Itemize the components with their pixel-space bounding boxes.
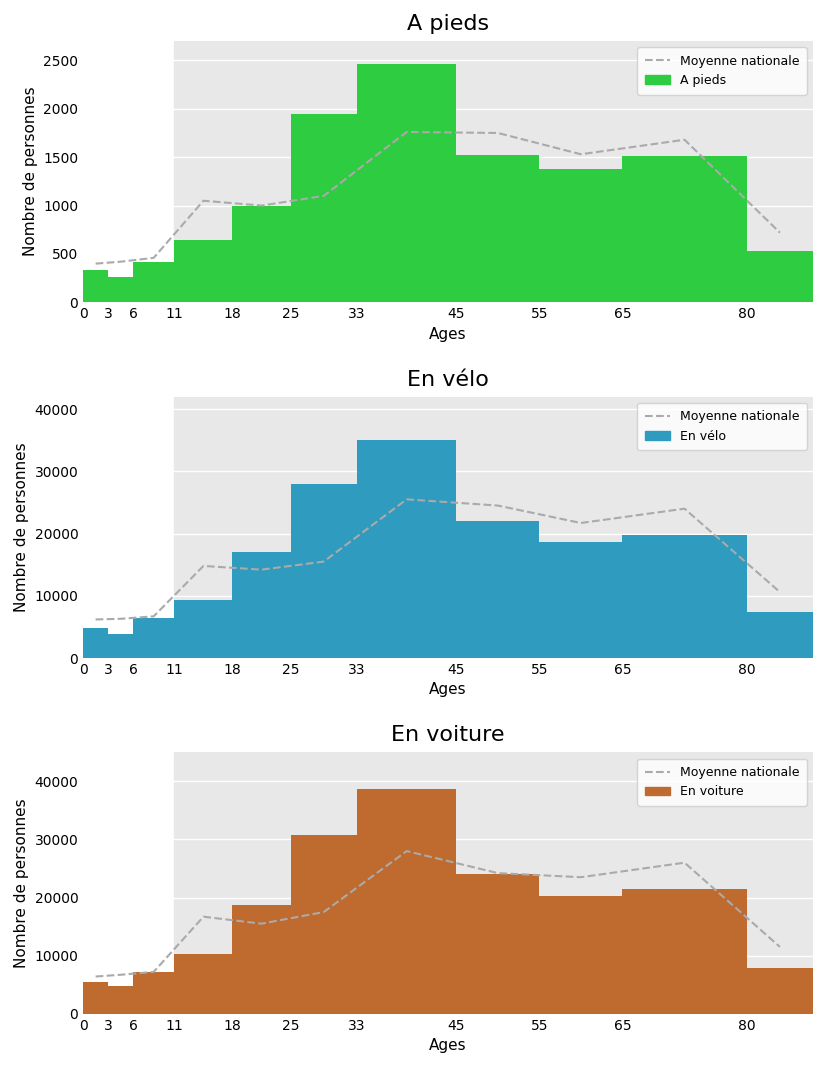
Y-axis label: Nombre de personnes: Nombre de personnes	[22, 86, 38, 256]
Bar	[747, 968, 813, 1014]
Bar	[174, 397, 813, 658]
Y-axis label: Nombre de personnes: Nombre de personnes	[14, 798, 29, 968]
Title: A pieds: A pieds	[407, 14, 490, 34]
Bar	[539, 542, 623, 658]
Bar	[539, 169, 623, 302]
Bar	[232, 553, 290, 658]
Bar	[357, 64, 457, 302]
Bar	[539, 896, 623, 1014]
Legend: Moyenne nationale, A pieds: Moyenne nationale, A pieds	[638, 47, 807, 95]
Bar	[357, 441, 457, 658]
Bar	[623, 889, 747, 1014]
Bar	[108, 276, 133, 302]
Title: En vélo: En vélo	[407, 369, 489, 389]
Bar	[357, 789, 457, 1014]
Bar	[290, 835, 357, 1014]
Bar	[290, 113, 357, 302]
X-axis label: Ages: Ages	[429, 683, 467, 698]
Title: En voiture: En voiture	[391, 726, 505, 745]
Bar	[290, 483, 357, 658]
Y-axis label: Nombre de personnes: Nombre de personnes	[14, 443, 29, 612]
Legend: Moyenne nationale, En vélo: Moyenne nationale, En vélo	[638, 403, 807, 450]
Bar	[133, 618, 174, 658]
Bar	[457, 155, 539, 302]
Legend: Moyenne nationale, En voiture: Moyenne nationale, En voiture	[638, 759, 807, 806]
Bar	[232, 905, 290, 1014]
Bar	[623, 536, 747, 658]
Bar	[84, 270, 108, 302]
Bar	[108, 634, 133, 658]
Bar	[747, 251, 813, 302]
Bar	[457, 521, 539, 658]
X-axis label: Ages: Ages	[429, 327, 467, 341]
Bar	[747, 612, 813, 658]
Bar	[133, 972, 174, 1014]
Bar	[133, 262, 174, 302]
X-axis label: Ages: Ages	[429, 1038, 467, 1053]
Bar	[174, 41, 813, 302]
Bar	[84, 628, 108, 658]
Bar	[174, 955, 232, 1014]
Bar	[108, 986, 133, 1014]
Bar	[457, 874, 539, 1014]
Bar	[174, 240, 232, 302]
Bar	[84, 983, 108, 1014]
Bar	[174, 752, 813, 1014]
Bar	[232, 206, 290, 302]
Bar	[174, 600, 232, 658]
Bar	[623, 156, 747, 302]
